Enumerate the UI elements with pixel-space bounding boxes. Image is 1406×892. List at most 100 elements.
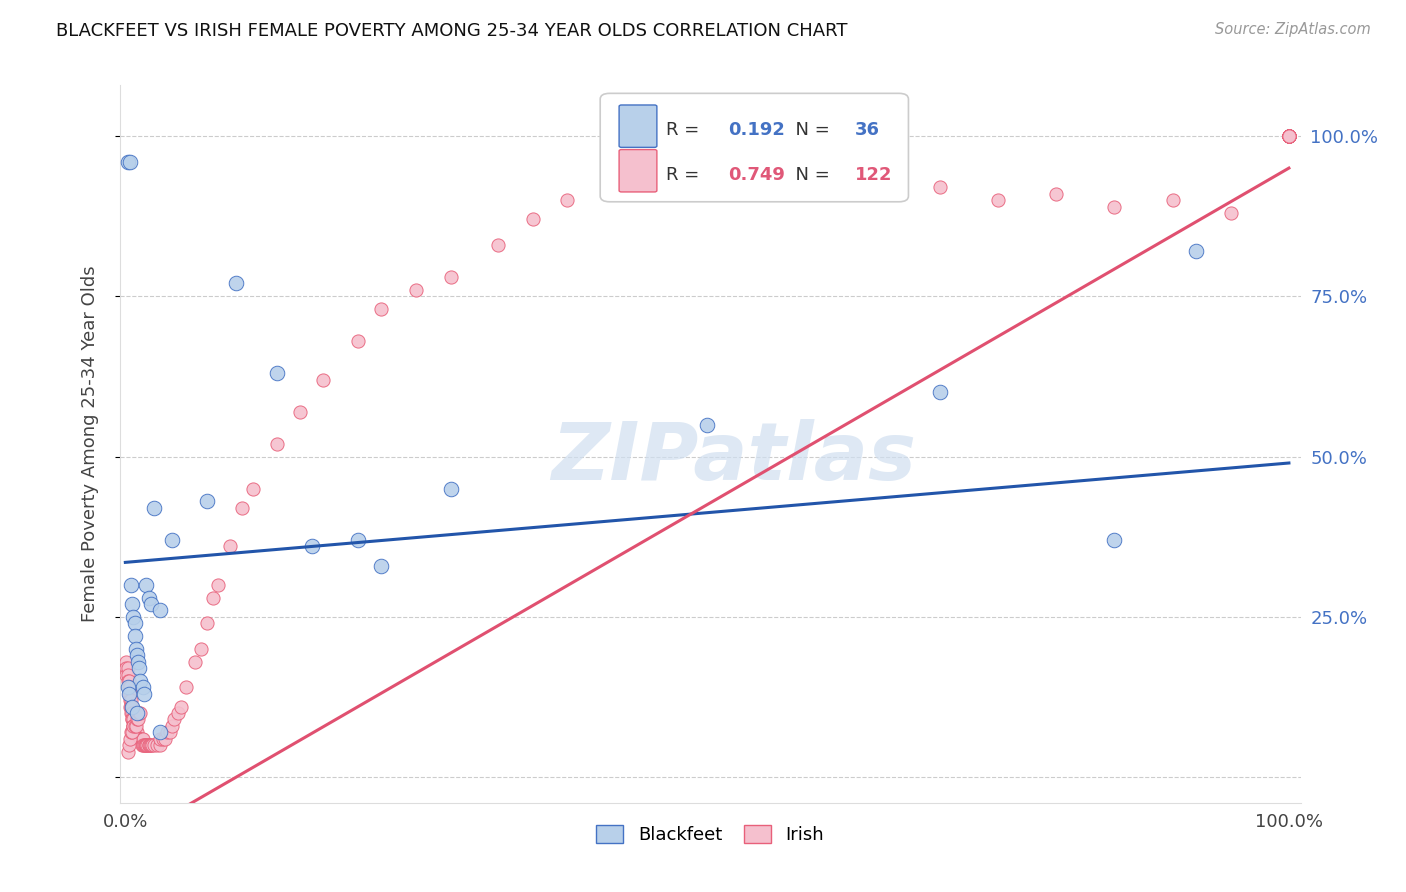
Point	[1278, 128, 1301, 143]
Point	[118, 673, 141, 688]
Point	[370, 558, 392, 573]
Point	[124, 725, 146, 739]
Point	[201, 591, 224, 605]
Point	[132, 738, 155, 752]
Text: ZIPatlas: ZIPatlas	[551, 419, 917, 497]
Point	[1278, 128, 1301, 143]
Point	[225, 277, 247, 291]
Point	[136, 738, 159, 752]
Point	[347, 533, 370, 547]
Point	[121, 706, 143, 720]
Point	[135, 578, 157, 592]
Point	[440, 482, 463, 496]
Point	[122, 719, 145, 733]
Point	[118, 738, 141, 752]
Point	[242, 482, 264, 496]
Point	[1278, 128, 1301, 143]
Point	[696, 148, 718, 162]
Point	[440, 270, 463, 285]
Point	[125, 648, 148, 663]
FancyBboxPatch shape	[619, 150, 657, 192]
Point	[312, 373, 335, 387]
Point	[125, 731, 148, 746]
FancyBboxPatch shape	[619, 105, 657, 147]
FancyBboxPatch shape	[600, 94, 908, 202]
Point	[129, 673, 152, 688]
Legend: Blackfeet, Irish: Blackfeet, Irish	[589, 818, 831, 851]
Text: 122: 122	[855, 166, 893, 184]
Point	[125, 719, 148, 733]
Point	[603, 174, 626, 188]
Point	[121, 699, 143, 714]
Point	[174, 681, 197, 695]
Point	[124, 719, 146, 733]
Point	[118, 154, 141, 169]
Point	[149, 725, 172, 739]
Point	[121, 725, 143, 739]
Point	[118, 687, 141, 701]
Point	[207, 578, 229, 592]
Point	[160, 719, 183, 733]
Point	[125, 725, 148, 739]
Y-axis label: Female Poverty Among 25-34 Year Olds: Female Poverty Among 25-34 Year Olds	[80, 266, 98, 622]
Point	[195, 616, 218, 631]
Point	[163, 713, 186, 727]
Point	[139, 597, 162, 611]
Point	[128, 661, 150, 675]
Point	[522, 212, 544, 227]
Point	[160, 533, 183, 547]
Text: Source: ZipAtlas.com: Source: ZipAtlas.com	[1215, 22, 1371, 37]
Point	[139, 738, 162, 752]
Point	[139, 738, 162, 752]
Point	[124, 629, 146, 643]
Point	[1278, 128, 1301, 143]
Point	[125, 725, 148, 739]
Point	[1104, 200, 1126, 214]
Text: R =: R =	[666, 166, 706, 184]
Point	[166, 706, 188, 720]
Point	[219, 539, 242, 553]
Point	[1278, 128, 1301, 143]
Text: 36: 36	[855, 121, 880, 139]
Point	[405, 283, 427, 297]
Point	[138, 591, 160, 605]
Point	[149, 738, 172, 752]
Point	[122, 719, 145, 733]
Point	[115, 661, 138, 675]
Text: R =: R =	[666, 121, 706, 139]
Point	[1278, 128, 1301, 143]
Point	[127, 731, 149, 746]
Point	[118, 687, 141, 701]
Point	[1278, 128, 1301, 143]
Point	[1185, 244, 1208, 259]
Point	[132, 738, 155, 752]
Point	[1278, 128, 1301, 143]
Point	[138, 738, 160, 752]
Point	[370, 302, 392, 317]
Point	[120, 706, 142, 720]
Point	[131, 731, 153, 746]
Point	[132, 731, 155, 746]
Point	[1045, 186, 1067, 201]
Point	[120, 578, 142, 592]
Point	[131, 738, 153, 752]
Point	[118, 699, 141, 714]
Point	[170, 699, 193, 714]
Point	[696, 417, 718, 432]
Point	[1278, 128, 1301, 143]
Text: N =: N =	[785, 166, 837, 184]
Point	[120, 725, 142, 739]
Point	[153, 731, 176, 746]
Point	[1278, 128, 1301, 143]
Point	[129, 706, 152, 720]
Point	[118, 693, 141, 707]
Point	[117, 673, 139, 688]
Point	[1278, 128, 1301, 143]
Point	[1278, 128, 1301, 143]
Point	[132, 687, 155, 701]
Point	[145, 738, 167, 752]
Point	[813, 154, 835, 169]
Point	[122, 610, 145, 624]
Point	[266, 437, 288, 451]
Point	[124, 719, 146, 733]
